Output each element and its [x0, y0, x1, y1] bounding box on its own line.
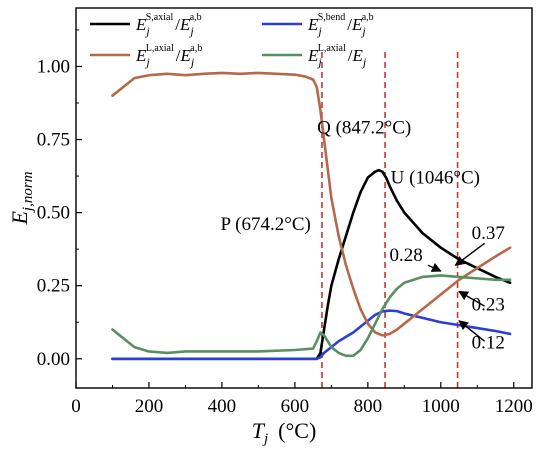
y-tick-label-0: 0.00: [37, 349, 70, 370]
x-tick-label-2: 400: [208, 396, 237, 417]
series-line-0: [111, 168, 512, 361]
value-label-1: 0.28: [390, 245, 423, 266]
x-tick-label-4: 800: [354, 396, 383, 417]
annotation-2: U (1046°C): [391, 167, 480, 188]
series-line-1: [111, 309, 512, 361]
x-tick-label-6: 1200: [495, 396, 533, 417]
legend-label-3: EjL,axial/Ej: [307, 43, 367, 69]
value-label-2: 0.23: [472, 295, 505, 316]
series-line-3: [111, 274, 512, 358]
x-tick-label-1: 200: [135, 396, 164, 417]
annotations: P (674.2°C) Q (847.2°C) U (1046°C) 0.37 0.28…: [221, 118, 505, 354]
axes-frame: [75, 7, 533, 389]
value-label-3: 0.12: [472, 333, 505, 354]
y-tick-label-3: 0.75: [37, 130, 70, 151]
value-arrow-1: [427, 262, 442, 272]
annotation-1: Q (847.2°C): [317, 118, 411, 139]
x-tick-label-0: 0: [71, 396, 81, 417]
y-axis-label: Ej,norm: [7, 171, 36, 225]
legend-label-2: EjL,axial/Eja,b: [135, 43, 202, 69]
value-arrow-0: [454, 242, 485, 266]
y-tick-label-2: 0.50: [37, 203, 70, 224]
legend: EjS,axial/Eja,b EjS,bend/Eja,b EjL,axial/E…: [90, 12, 374, 69]
legend-label-1: EjS,bend/Eja,b: [307, 12, 374, 38]
value-arrow-2: [458, 290, 485, 307]
series-line-2: [111, 71, 512, 337]
legend-label-0: EjS,axial/Eja,b: [135, 12, 202, 38]
value-arrow-3: [458, 320, 486, 342]
axes: 0 200 400 600 800 1000 1200 0.00 0.25 0.50 0.75 1.0…: [7, 7, 533, 447]
annotation-0: P (674.2°C): [221, 214, 311, 235]
x-axis-label: Tj (°C): [252, 418, 317, 447]
value-label-0: 0.37: [472, 223, 505, 244]
y-tick-label-4: 1.00: [37, 56, 70, 77]
x-tick-label-3: 600: [281, 396, 310, 417]
y-tick-label-1: 0.25: [37, 276, 70, 297]
x-tick-label-5: 1000: [422, 396, 460, 417]
plot-area: [111, 51, 512, 388]
